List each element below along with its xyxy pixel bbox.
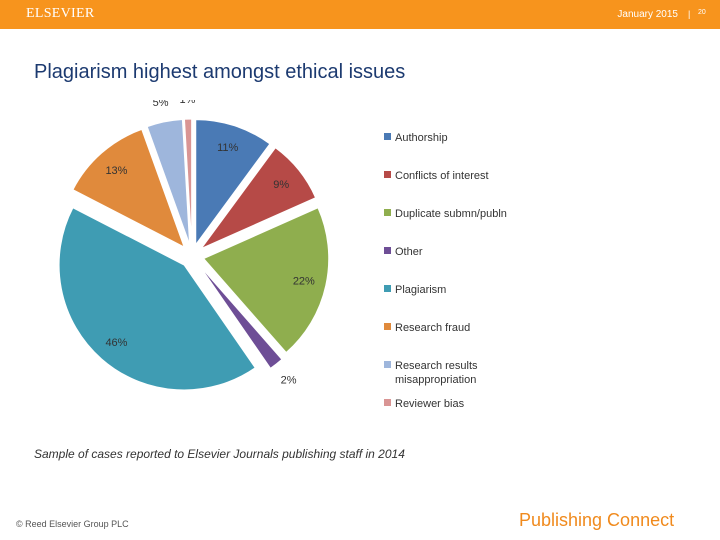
legend-label: Other <box>395 246 423 258</box>
data-label-conflicts-of-interest: 9% <box>273 179 289 191</box>
legend-label: Plagiarism <box>395 284 446 296</box>
legend-label: Authorship <box>395 132 448 144</box>
slide-title: Plagiarism highest amongst ethical issue… <box>34 61 406 83</box>
legend-swatch <box>384 323 391 330</box>
legend-label: Conflicts of interest <box>395 170 489 182</box>
chart-caption: Sample of cases reported to Elsevier Jou… <box>34 447 405 461</box>
data-label-authorship: 11% <box>217 142 238 154</box>
legend-swatch <box>384 209 391 216</box>
header-separator: | <box>688 9 691 19</box>
legend-swatch <box>384 133 391 140</box>
pie-chart: 11% Authorship 9% Conflicts of interest 22% D… <box>58 100 507 410</box>
legend-label: misappropriation <box>395 374 476 386</box>
legend-label: Reviewer bias <box>395 398 465 410</box>
legend-swatch <box>384 399 391 406</box>
legend-swatch <box>384 171 391 178</box>
pie-slice-research-results-misappropriation <box>146 118 191 245</box>
page-number: 20 <box>698 9 706 16</box>
legend-label: Research results <box>395 360 478 372</box>
pie-slice-research-fraud <box>72 128 185 249</box>
pie-slice-plagiarism <box>58 207 256 391</box>
header-bar: ELSEVIER January 2015 | 20 <box>0 0 720 29</box>
legend-label: Research fraud <box>395 322 470 334</box>
pie-slice-other <box>198 265 283 369</box>
data-label-other: 2% <box>281 375 297 387</box>
publishing-connect-logo: Publishing Connect <box>519 510 675 530</box>
pie-slice-authorship <box>195 119 271 247</box>
pie-slice-conflicts-of-interest <box>199 147 317 250</box>
pie-slice-duplicate-submn-publn <box>202 207 330 354</box>
elsevier-logo: ELSEVIER <box>26 6 95 21</box>
data-label-duplicate-submn-publn: 22% <box>293 276 315 288</box>
pie-slice-reviewer-bias <box>183 118 193 245</box>
copyright-notice: © Reed Elsevier Group PLC <box>16 519 129 529</box>
data-label-reviewer-bias: 1% <box>180 100 196 106</box>
slide-date: January 2015 <box>617 9 678 20</box>
legend-label: Duplicate submn/publn <box>395 208 507 220</box>
data-label-research-fraud: 13% <box>105 165 127 177</box>
legend-swatch <box>384 285 391 292</box>
data-label-research-results-misappropriation: 5% <box>153 100 169 109</box>
legend-swatch <box>384 247 391 254</box>
legend-swatch <box>384 361 391 368</box>
data-label-plagiarism: 46% <box>105 337 127 349</box>
